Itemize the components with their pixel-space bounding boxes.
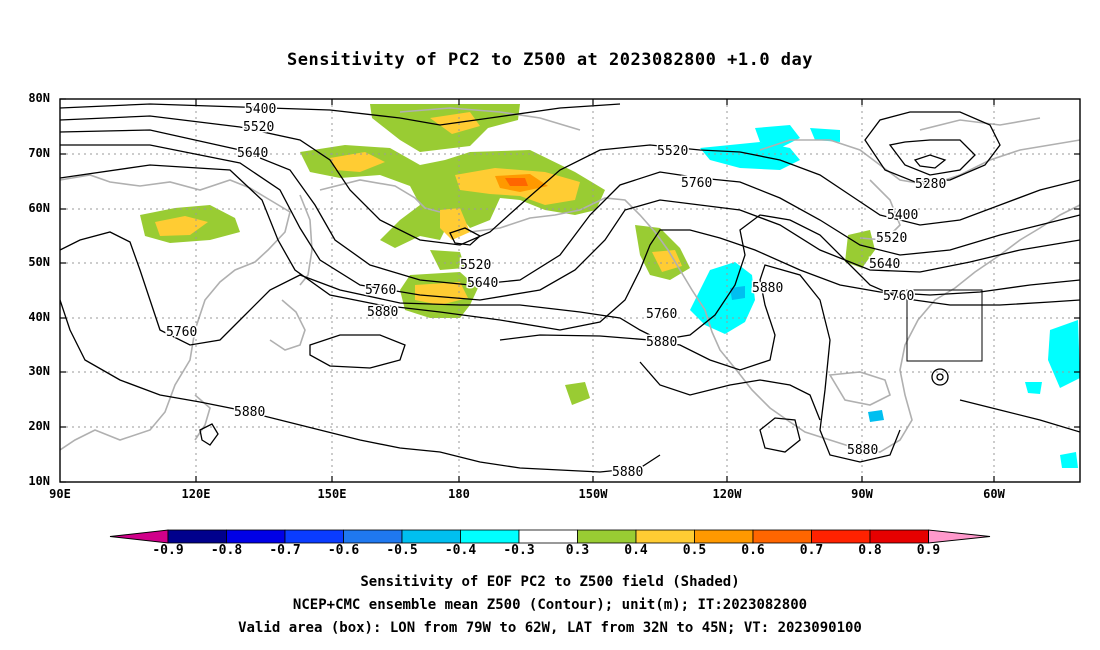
chart-title: Sensitivity of PC2 to Z500 at 2023082800…	[286, 50, 813, 70]
colorbar-swatch	[752, 529, 812, 544]
lon-label: 120E	[181, 487, 211, 501]
sensitivity-shading	[140, 104, 1080, 468]
contour-label: 5760	[646, 307, 677, 322]
colorbar-swatch	[167, 529, 227, 544]
contour-label: 5640	[467, 276, 498, 291]
lon-label: 60W	[983, 487, 1005, 501]
colorbar-tick-label: -0.7	[269, 543, 301, 558]
colorbar-tick-label: -0.6	[327, 543, 360, 558]
lon-label: 90E	[49, 487, 71, 501]
lon-label: 150W	[578, 487, 608, 501]
colorbar-swatch	[343, 529, 403, 544]
contour-label: 5880	[646, 335, 677, 350]
colorbar-swatch	[226, 529, 286, 544]
colorbar-tick-label: -0.9	[152, 543, 184, 558]
grid-lines	[60, 99, 1080, 482]
colorbar-tick-label: 0.5	[682, 543, 707, 558]
lon-label: 180	[448, 487, 470, 501]
colorbar-swatch	[635, 529, 695, 544]
lon-label: 90W	[851, 487, 873, 501]
lon-label: 120W	[712, 487, 742, 501]
colorbar-tick-label: 0.7	[799, 543, 824, 558]
contour-label: 5520	[460, 258, 491, 273]
colorbar-swatch	[284, 529, 344, 544]
lat-label: 50N	[28, 255, 50, 269]
caption-line-2: NCEP+CMC ensemble mean Z500 (Contour); u…	[292, 597, 808, 613]
colorbar	[109, 529, 991, 544]
lat-label: 30N	[28, 364, 50, 378]
lat-label: 60N	[28, 201, 50, 215]
contour-label: 5400	[887, 208, 918, 223]
colorbar-swatch	[869, 529, 929, 544]
colorbar-tick-label: -0.8	[210, 543, 243, 558]
colorbar-tick-label: -0.4	[444, 543, 477, 558]
colorbar-tick-label: 0.8	[858, 543, 882, 558]
contour-label: 5520	[657, 144, 688, 159]
colorbar-max-triangle	[928, 529, 991, 544]
contour-label: 5760	[365, 283, 396, 298]
contour-label: 5640	[237, 146, 268, 161]
contour-label: 5520	[876, 231, 907, 246]
colorbar-min-triangle	[109, 529, 169, 544]
colorbar-tick-label: 0.9	[916, 543, 941, 558]
lat-label: 80N	[28, 91, 50, 105]
lon-label: 150E	[317, 487, 347, 501]
z500-contours	[60, 103, 1080, 473]
contour-label: 5760	[681, 176, 712, 191]
colorbar-swatch	[518, 529, 578, 544]
coastlines	[60, 107, 1080, 453]
lat-label: 20N	[28, 419, 50, 433]
colorbar-tick-label: 0.6	[741, 543, 765, 558]
contour-label: 5760	[883, 289, 914, 304]
colorbar-swatch	[460, 529, 520, 544]
contour-labels: 5400 5520 5640 5280 5520 5640 5760 5880 …	[165, 101, 948, 482]
colorbar-swatch	[401, 529, 461, 544]
colorbar-swatch	[811, 529, 871, 544]
colorbar-swatch	[577, 529, 637, 544]
colorbar-swatch	[694, 529, 754, 544]
caption-line-3: Valid area (box): LON from 79W to 62W, L…	[238, 620, 862, 636]
colorbar-tick-label: -0.5	[386, 543, 418, 558]
contour-label: 5280	[915, 177, 946, 192]
lat-label: 40N	[28, 310, 50, 324]
contour-label: 5880	[234, 405, 265, 420]
contour-label: 5400	[245, 102, 276, 117]
contour-label: 5880	[612, 465, 643, 480]
plot-frame	[59, 98, 1081, 483]
contour-label: 5640	[869, 257, 900, 272]
contour-label: 5520	[243, 120, 274, 135]
lat-label: 10N	[28, 474, 50, 488]
contour-label: 5880	[847, 443, 878, 458]
colorbar-tick-label: 0.3	[565, 543, 590, 558]
colorbar-tick-label: 0.4	[624, 543, 648, 558]
valid-area-box	[906, 289, 983, 362]
lat-label: 70N	[28, 146, 50, 160]
caption-line-1: Sensitivity of EOF PC2 to Z500 field (Sh…	[360, 574, 740, 590]
contour-label: 5760	[166, 325, 197, 340]
axis-ticks	[60, 98, 1080, 483]
contour-label: 5880	[367, 305, 398, 320]
colorbar-tick-label: -0.3	[503, 543, 535, 558]
contour-label: 5880	[752, 281, 783, 296]
